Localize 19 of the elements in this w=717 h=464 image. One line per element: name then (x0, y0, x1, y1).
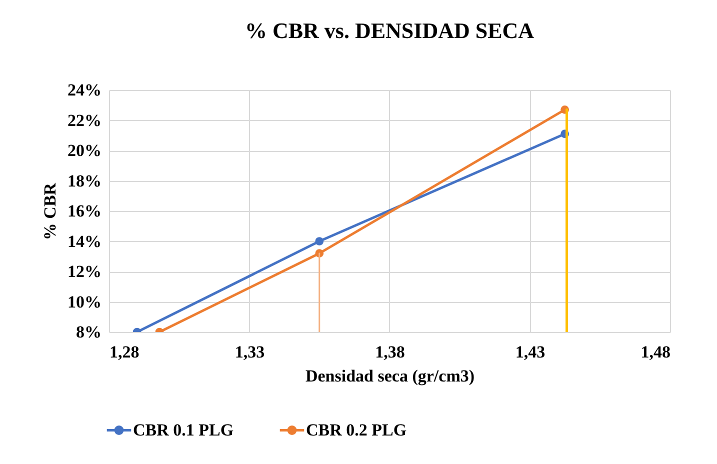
y-tick-label: 10% (68, 292, 102, 312)
x-tick-label: 1,48 (640, 342, 670, 362)
y-tick-label: 16% (68, 202, 102, 220)
y-tick-label: 22% (68, 110, 102, 130)
x-tick-label: 1,43 (515, 342, 546, 362)
legend-label: CBR 0.1 PLG (133, 420, 234, 440)
x-axis-title: Densidad seca (gr/cm3) (305, 366, 475, 386)
y-axis-title: % CBR (40, 182, 60, 240)
y-tick-label: 24% (68, 80, 102, 100)
legend-label: CBR 0.2 PLG (306, 420, 407, 440)
x-tick-label: 1,28 (110, 342, 140, 362)
y-tick-label: 18% (68, 171, 102, 190)
y-tick-label: 20% (68, 141, 102, 160)
x-tick-label: 1,33 (234, 342, 265, 362)
chart-title: % CBR vs. DENSIDAD SECA (244, 18, 534, 43)
x-tick-label: 1,38 (375, 342, 405, 362)
y-tick-label: 8% (76, 322, 102, 342)
y-tick-label: 12% (68, 262, 102, 281)
y-tick-label: 14% (68, 232, 102, 251)
